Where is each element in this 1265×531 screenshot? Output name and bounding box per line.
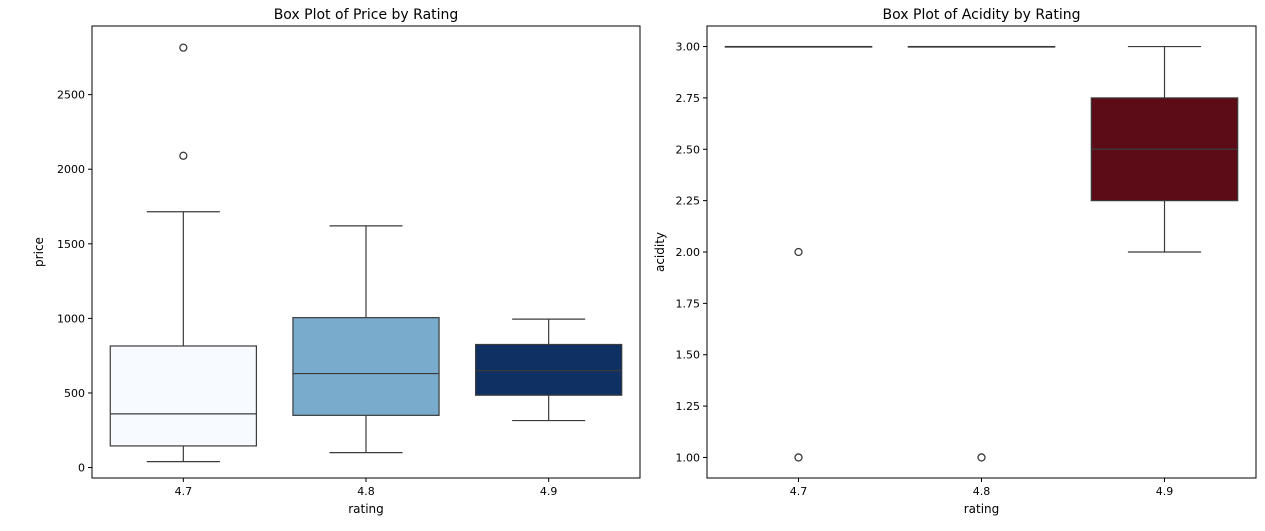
y-axis-label: acidity	[653, 232, 667, 272]
x-tick-label: 4.8	[357, 485, 375, 498]
y-tick-label: 3.00	[676, 41, 701, 54]
x-axis-label: rating	[348, 502, 384, 516]
x-tick-label: 4.7	[790, 485, 808, 498]
axes-frame	[706, 25, 1257, 479]
box-body	[109, 345, 258, 447]
outlier-point	[794, 247, 803, 257]
y-tick-label: 1500	[57, 238, 85, 251]
x-tick-label: 4.9	[1156, 485, 1174, 498]
y-tick-label: 2.00	[676, 246, 701, 259]
x-tick-label: 4.9	[540, 485, 558, 498]
chart-title: Box Plot of Acidity by Rating	[883, 7, 1081, 23]
outlier-point	[179, 43, 188, 52]
box-body	[475, 343, 623, 396]
box-4.7	[724, 45, 873, 462]
y-tick-label: 1.25	[676, 400, 701, 413]
y-tick-label: 1.00	[676, 451, 701, 464]
y-tick-label: 500	[64, 387, 85, 400]
chart-1: Box Plot of Price by Rating 0 500 1000 1500 2…	[32, 7, 641, 516]
y-tick-label: 1000	[57, 312, 85, 325]
y-tick-label: 0	[78, 462, 85, 475]
box-4.8	[292, 225, 440, 454]
box-4.9	[475, 318, 623, 422]
y-tick-label: 2000	[57, 163, 85, 176]
y-tick-label: 1.75	[676, 297, 701, 310]
x-tick-label: 4.7	[175, 485, 193, 498]
x-tick-label: 4.8	[973, 485, 991, 498]
box-4.8	[907, 45, 1056, 462]
y-tick-label: 2.50	[676, 143, 701, 156]
x-axis-label: rating	[964, 502, 1000, 516]
y-tick-label: 2500	[57, 89, 85, 102]
box-4.9	[1090, 45, 1239, 253]
y-tick-label: 1.50	[676, 349, 701, 362]
outlier-point	[179, 151, 188, 160]
outlier-point	[794, 453, 803, 462]
y-tick-label: 2.25	[676, 195, 701, 208]
y-axis-label: price	[32, 237, 46, 267]
y-tick-label: 2.75	[676, 92, 701, 105]
box-body	[292, 317, 440, 416]
chart-2: Box Plot of Acidity by Rating 1.00 1.25 1.5…	[653, 7, 1257, 516]
box-4.7	[109, 43, 258, 463]
chart-title: Box Plot of Price by Rating	[274, 7, 459, 23]
outlier-point	[977, 453, 986, 462]
axes-frame	[91, 25, 641, 479]
